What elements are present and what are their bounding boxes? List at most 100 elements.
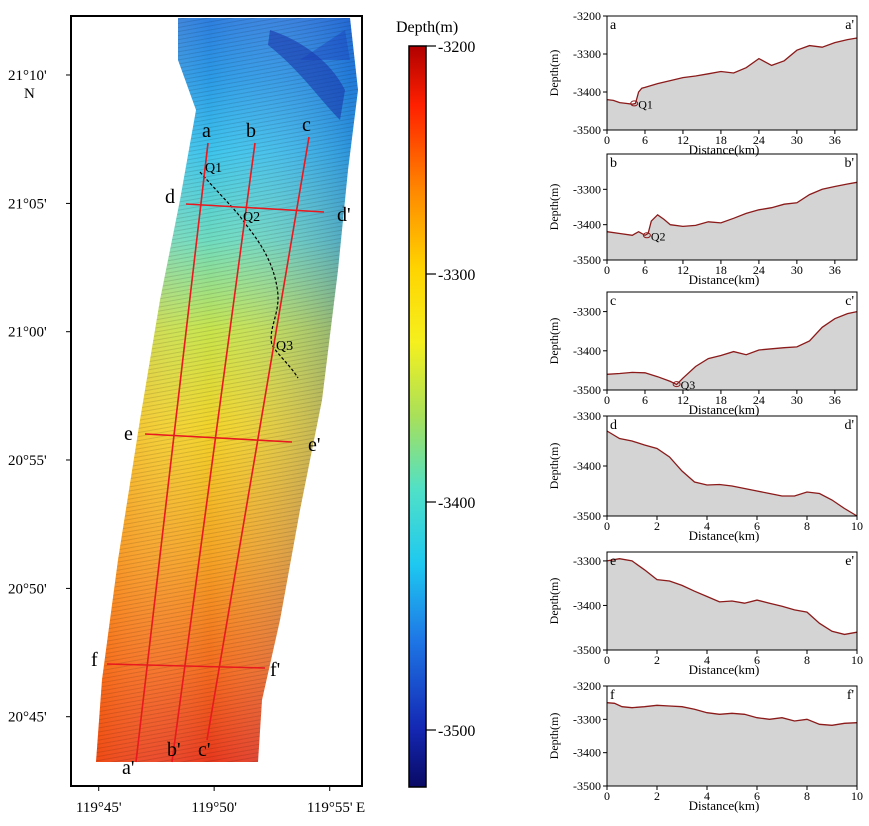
x-axis-label: Distance(km) [689, 142, 760, 157]
feature-marker [672, 381, 681, 388]
x-tick-label: 4 [704, 519, 710, 533]
y-tick-label: -3300 [573, 47, 601, 61]
x-axis-label: Distance(km) [689, 402, 760, 417]
feature-label: Q3 [681, 378, 696, 392]
x-tick-label: 4 [704, 789, 710, 803]
lon-tick-label: 119°50' [191, 800, 237, 816]
x-tick-label: 6 [642, 263, 648, 277]
y-axis-label: Depth(m) [547, 318, 561, 365]
profile-frame [606, 15, 858, 131]
x-tick-label: 12 [677, 263, 689, 277]
feature-trace [199, 171, 299, 379]
x-tick-label: 8 [804, 519, 810, 533]
x-tick-label: 6 [754, 653, 760, 667]
profile-lines [106, 136, 325, 763]
x-tick-label: 2 [654, 789, 660, 803]
map-label-c: c [302, 114, 311, 136]
x-tick-label: 6 [754, 519, 760, 533]
profile-frame [606, 685, 858, 787]
lat-tick-label: 21°00' [8, 325, 47, 341]
lon-tick-label: 119°55' [307, 800, 353, 816]
profile-line [606, 558, 858, 636]
y-tick-label: -3200 [573, 679, 601, 693]
y-tick-label: -3400 [573, 218, 601, 232]
x-tick-label: 10 [851, 519, 863, 533]
map-axes: 21°10' 21°05' 21°00' 20°55' 20°50' 20°45' 119°… [8, 68, 353, 816]
x-tick-label: 12 [677, 393, 689, 407]
x-axis-label: Distance(km) [689, 272, 760, 287]
profile-start-label: f [610, 688, 615, 703]
lat-tick-label: 21°10' [8, 68, 47, 84]
x-tick-label: 2 [654, 653, 660, 667]
y-tick-label: -3400 [573, 746, 601, 760]
profile-line-f [106, 663, 266, 669]
y-tick-label: -3200 [573, 9, 601, 23]
profile-area [607, 182, 857, 260]
x-tick-label: 6 [642, 393, 648, 407]
feature-label: Q2 [651, 229, 666, 243]
profile-end-label: d' [844, 418, 854, 433]
y-tick-label: -3500 [573, 123, 601, 137]
x-tick-label: 30 [791, 393, 803, 407]
map-label-d: d [165, 186, 175, 208]
x-tick-label: 0 [604, 133, 610, 147]
y-tick-label: -3400 [573, 459, 601, 473]
x-tick-label: 30 [791, 263, 803, 277]
x-tick-label: 6 [642, 133, 648, 147]
y-axis-label: Depth(m) [547, 50, 561, 97]
x-axis-label: Distance(km) [689, 528, 760, 543]
map-label-b: b [246, 120, 256, 142]
x-tick-label: 6 [754, 789, 760, 803]
x-tick-label: 0 [604, 263, 610, 277]
profile-frame [606, 551, 858, 651]
y-tick-label: -3300 [573, 409, 601, 423]
profile-start-label: d [610, 418, 617, 433]
y-axis-label: Depth(m) [547, 443, 561, 490]
y-tick-label: -3500 [573, 253, 601, 267]
y-tick-label: -3300 [573, 182, 601, 196]
lat-tick-label: 20°45' [8, 710, 47, 726]
x-tick-label: 24 [753, 393, 765, 407]
x-tick-label: 18 [715, 393, 727, 407]
y-tick-label: -3500 [573, 643, 601, 657]
profile-end-label: c' [845, 294, 854, 309]
x-tick-label: 24 [753, 133, 765, 147]
profile-line [606, 181, 858, 237]
y-tick-label: -3400 [573, 344, 601, 358]
profile-end-label: a' [845, 18, 854, 33]
y-tick-label: -3500 [573, 779, 601, 793]
profile-frame [606, 291, 858, 391]
profile-end-label: f' [847, 688, 854, 703]
profile-area [607, 702, 857, 786]
feature-label: Q1 [638, 97, 653, 111]
x-tick-label: 36 [829, 133, 841, 147]
y-tick-label: -3400 [573, 85, 601, 99]
profile-area [607, 431, 857, 516]
y-axis-label: Depth(m) [547, 713, 561, 760]
y-tick-label: -3400 [573, 598, 601, 612]
map-feature-q1: Q1 [205, 161, 222, 176]
lat-tick-label: 20°55' [8, 453, 47, 469]
x-tick-label: 12 [677, 133, 689, 147]
map-label-e: e [124, 423, 133, 445]
profile-start-label: b [610, 156, 617, 171]
y-tick-label: -3300 [573, 305, 601, 319]
y-tick-label: -3500 [573, 383, 601, 397]
x-tick-label: 8 [804, 789, 810, 803]
x-tick-label: 10 [851, 653, 863, 667]
profile-line [606, 430, 858, 517]
east-label: E [356, 800, 365, 816]
profile-line-a [135, 142, 209, 763]
x-tick-label: 4 [704, 653, 710, 667]
map-feature-q2: Q2 [243, 210, 260, 225]
y-axis-label: Depth(m) [547, 184, 561, 231]
x-tick-label: 2 [654, 519, 660, 533]
map-label-f: f [91, 649, 98, 671]
profile-area [607, 38, 857, 130]
x-tick-label: 0 [604, 789, 610, 803]
x-tick-label: 0 [604, 393, 610, 407]
